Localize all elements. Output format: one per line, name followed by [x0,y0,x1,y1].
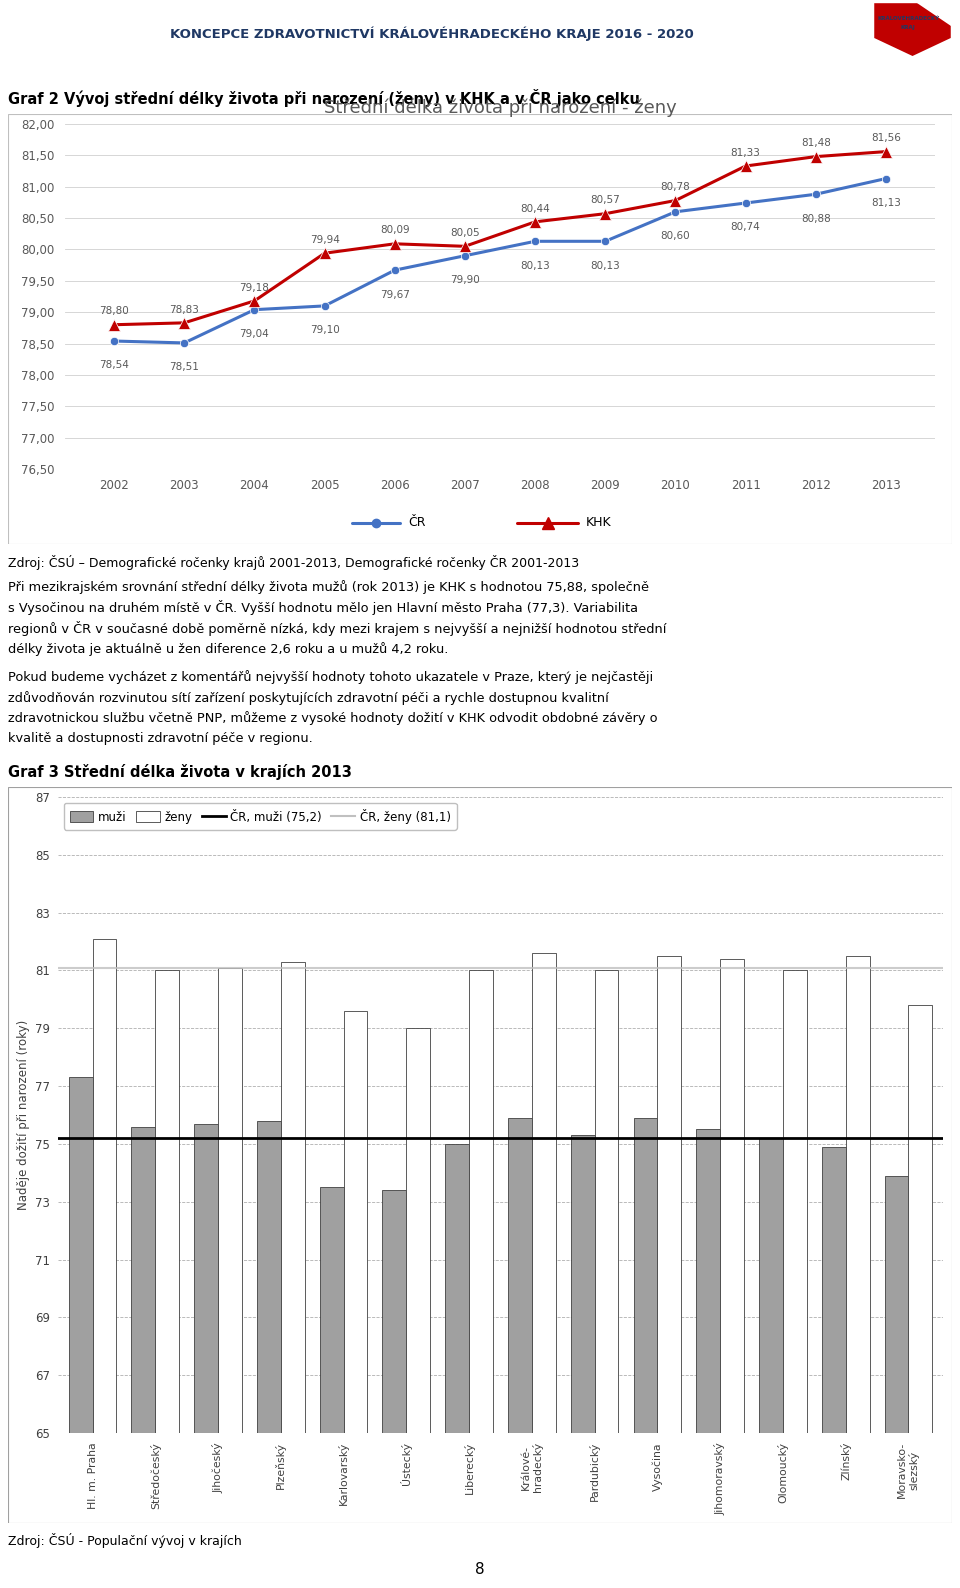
Text: délky života je aktuálně u žen diference 2,6 roku a u mužů 4,2 roku.: délky života je aktuálně u žen diference… [8,642,448,656]
Bar [156,970,180,1588]
Title: Střední délka života při narození - ženy: Střední délka života při narození - ženy [324,98,677,118]
Bar [783,970,806,1588]
Text: 79,94: 79,94 [310,235,340,245]
Text: 79,90: 79,90 [450,275,480,286]
Text: Graf 2 Vývoj střední délky života při narození (ženy) v KHK a v ČR jako celku: Graf 2 Vývoj střední délky života při na… [8,89,640,106]
Text: Při mezikrajském srovnání střední délky života mužů (rok 2013) je KHK s hodnotou: Při mezikrajském srovnání střední délky … [8,580,649,594]
Text: 80,13: 80,13 [520,260,550,270]
Text: 80,60: 80,60 [660,232,690,241]
Text: 78,83: 78,83 [169,305,200,314]
Text: zdůvodňován rozvinutou sítí zařízení poskytujících zdravotní péči a rychle dostu: zdůvodňován rozvinutou sítí zařízení pos… [8,691,609,705]
Text: 80,78: 80,78 [660,183,690,192]
Bar [344,1012,368,1588]
Text: kvalitě a dostupnosti zdravotní péče v regionu.: kvalitě a dostupnosti zdravotní péče v r… [8,732,313,745]
Text: KONCEPCE ZDRAVOTNICTVÍ KRÁLOVÉHRADECKÉHO KRAJE 2016 - 2020: KONCEPCE ZDRAVOTNICTVÍ KRÁLOVÉHRADECKÉHO… [170,27,694,41]
Legend: muži, ženy, ČR, muži (75,2), ČR, ženy (81,1): muži, ženy, ČR, muži (75,2), ČR, ženy (8… [64,804,457,829]
Bar [445,1143,469,1588]
Text: 80,57: 80,57 [590,195,620,205]
Text: KHK: KHK [586,516,611,529]
Bar [846,956,870,1588]
Bar [469,970,493,1588]
Text: 81,56: 81,56 [871,133,900,143]
Bar [218,967,242,1588]
Bar [508,1118,532,1588]
Bar [257,1121,281,1588]
Bar [571,1135,594,1588]
Polygon shape [875,3,950,56]
Text: ČR: ČR [409,516,426,529]
Text: 81,13: 81,13 [871,198,900,208]
Text: 8: 8 [475,1561,485,1577]
Bar [406,1029,430,1588]
Text: 78,80: 78,80 [99,306,129,316]
Text: 80,74: 80,74 [731,222,760,232]
Text: zdravotnickou službu včetně PNP, můžeme z vysoké hodnoty dožití v KHK odvodit ob: zdravotnickou službu včetně PNP, můžeme … [8,711,658,726]
Text: regionů v ČR v současné době poměrně nízká, kdy mezi krajem s nejvyšší a nejnižš: regionů v ČR v současné době poměrně níz… [8,621,666,635]
Text: 80,13: 80,13 [590,260,620,270]
Bar [194,1124,218,1588]
Bar [884,1175,908,1588]
Text: 81,33: 81,33 [731,148,760,157]
Text: Zdroj: ČSÚ - Populační vývoj v krajích: Zdroj: ČSÚ - Populační vývoj v krajích [8,1532,242,1547]
Text: Pokud budeme vycházet z komentářů nejvyšší hodnoty tohoto ukazatele v Praze, kte: Pokud budeme vycházet z komentářů nejvyš… [8,670,653,684]
Y-axis label: Naděje dožití při narození (roky): Naděje dožití při narození (roky) [17,1019,30,1210]
Text: KRÁLOVÉHRADECKÝ: KRÁLOVÉHRADECKÝ [877,16,939,21]
Text: 79,04: 79,04 [240,329,270,340]
Bar [908,1005,932,1588]
Polygon shape [917,3,950,25]
Text: 78,51: 78,51 [169,362,200,372]
Bar [132,1126,156,1588]
Bar [634,1118,658,1588]
Text: 79,18: 79,18 [239,283,270,292]
Text: Graf 3 Střední délka života v krajích 2013: Graf 3 Střední délka života v krajích 20… [8,764,352,780]
Bar [759,1139,783,1588]
Bar [69,1077,92,1588]
Text: 80,09: 80,09 [380,225,410,235]
Bar [822,1147,846,1588]
Bar [594,970,618,1588]
Text: 80,05: 80,05 [450,229,480,238]
Text: s Vysočinou na druhém místě v ČR. Vyšší hodnotu mělo jen Hlavní město Praha (77,: s Vysočinou na druhém místě v ČR. Vyšší … [8,600,638,615]
Bar [696,1129,720,1588]
Bar [382,1189,406,1588]
Text: 78,54: 78,54 [99,360,129,370]
Text: 80,44: 80,44 [520,203,550,213]
Text: 79,10: 79,10 [310,326,340,335]
Bar [532,953,556,1588]
Bar [281,962,304,1588]
Text: Zdroj: ČSÚ – Demografické ročenky krajů 2001-2013, Demografické ročenky ČR 2001-: Zdroj: ČSÚ – Demografické ročenky krajů … [8,556,579,570]
Bar [320,1188,344,1588]
Text: 79,67: 79,67 [380,289,410,300]
Bar [658,956,682,1588]
Bar [92,939,116,1588]
Bar [720,959,744,1588]
Text: KRAJ: KRAJ [900,25,916,30]
Text: 80,88: 80,88 [801,214,830,224]
Text: 81,48: 81,48 [801,138,830,148]
